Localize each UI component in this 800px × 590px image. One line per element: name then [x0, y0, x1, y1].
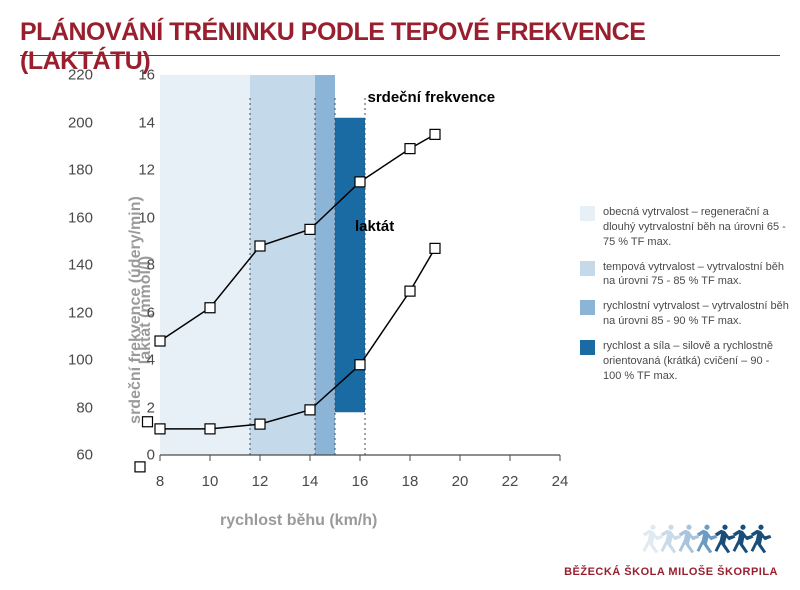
series-marker [205, 303, 215, 313]
training-zone [160, 75, 250, 455]
series-label-laktát: laktát [355, 218, 394, 235]
runner-icon [679, 525, 700, 554]
y1-tick: 140 [68, 257, 93, 274]
brand-text: BĚŽECKÁ ŠKOLA MILOŠE ŠKORPILA [564, 566, 778, 578]
y2-tick: 12 [138, 162, 155, 179]
legend-item: obecná vytrvalost – regenerační a dlouhý… [580, 205, 790, 250]
x-axis-label: rychlost běhu (km/h) [220, 512, 377, 530]
legend-swatch [580, 300, 595, 315]
series-label-srdeční frekvence: srdeční frekvence [368, 89, 496, 106]
y2-tick: 16 [138, 67, 155, 84]
legend-text: obecná vytrvalost – regenerační a dlouhý… [603, 205, 790, 250]
y1-tick: 100 [68, 352, 93, 369]
extra-marker [143, 417, 153, 427]
y2-tick: 2 [147, 399, 155, 416]
x-tick: 22 [502, 473, 519, 490]
legend-swatch [580, 340, 595, 355]
y2-tick: 10 [138, 209, 155, 226]
runner-icon [715, 525, 736, 554]
page-title: PLÁNOVÁNÍ TRÉNINKU PODLE TEPOVÉ FREKVENC… [20, 18, 780, 76]
y2-tick: 6 [147, 304, 155, 321]
legend-text: rychlost a síla – silově a rychlostně or… [603, 339, 790, 384]
x-tick: 20 [452, 473, 469, 490]
x-tick-container: 81012141618202224 [160, 473, 560, 493]
series-marker [355, 360, 365, 370]
x-tick: 10 [202, 473, 219, 490]
x-tick: 12 [252, 473, 269, 490]
runners-logo [618, 521, 778, 559]
series-marker [430, 129, 440, 139]
y2-tick: 8 [147, 257, 155, 274]
series-marker [430, 243, 440, 253]
series-marker [205, 424, 215, 434]
series-marker [155, 336, 165, 346]
series-marker [405, 286, 415, 296]
plot-svg [160, 75, 560, 455]
y1-tick-container: 6080100120140160180200220 [53, 75, 93, 455]
training-zone [315, 75, 335, 455]
runner-icon [661, 525, 682, 554]
extra-marker [135, 462, 145, 472]
legend-item: rychlost a síla – silově a rychlostně or… [580, 339, 790, 384]
x-tick: 16 [352, 473, 369, 490]
x-tick: 14 [302, 473, 319, 490]
y2-tick: 0 [147, 447, 155, 464]
legend: obecná vytrvalost – regenerační a dlouhý… [580, 205, 790, 393]
series-marker [255, 419, 265, 429]
legend-text: tempová vytrvalost – vytrvalostní běh na… [603, 260, 790, 290]
legend-swatch [580, 261, 595, 276]
plot-region: srdeční frekvence laktát [160, 75, 560, 455]
legend-text: rychlostní vytrvalost – vytrvalostní běh… [603, 299, 790, 329]
series-marker [305, 224, 315, 234]
x-tick: 8 [156, 473, 164, 490]
series-marker [255, 241, 265, 251]
y2-tick-container: 0246810121416 [125, 75, 155, 455]
y2-tick: 4 [147, 352, 155, 369]
training-zone [250, 75, 315, 455]
y1-tick: 200 [68, 114, 93, 131]
footer: BĚŽECKÁ ŠKOLA MILOŠE ŠKORPILA [564, 521, 778, 578]
legend-item: rychlostní vytrvalost – vytrvalostní běh… [580, 299, 790, 329]
x-tick: 24 [552, 473, 569, 490]
runner-icon [697, 525, 718, 554]
title-divider [20, 55, 780, 56]
legend-swatch [580, 206, 595, 221]
y1-tick: 120 [68, 304, 93, 321]
runner-icon [643, 525, 664, 554]
y1-tick: 80 [76, 399, 93, 416]
chart-container: srdeční frekvence (údery/min) laktát (mm… [20, 75, 780, 545]
series-marker [405, 144, 415, 154]
y1-tick: 220 [68, 67, 93, 84]
legend-item: tempová vytrvalost – vytrvalostní běh na… [580, 260, 790, 290]
series-marker [155, 424, 165, 434]
series-marker [305, 405, 315, 415]
y1-tick: 160 [68, 209, 93, 226]
y1-tick: 60 [76, 447, 93, 464]
series-marker [355, 177, 365, 187]
x-tick: 18 [402, 473, 419, 490]
runner-icon [733, 525, 754, 554]
y1-tick: 180 [68, 162, 93, 179]
runner-icon [751, 525, 772, 554]
y2-tick: 14 [138, 114, 155, 131]
